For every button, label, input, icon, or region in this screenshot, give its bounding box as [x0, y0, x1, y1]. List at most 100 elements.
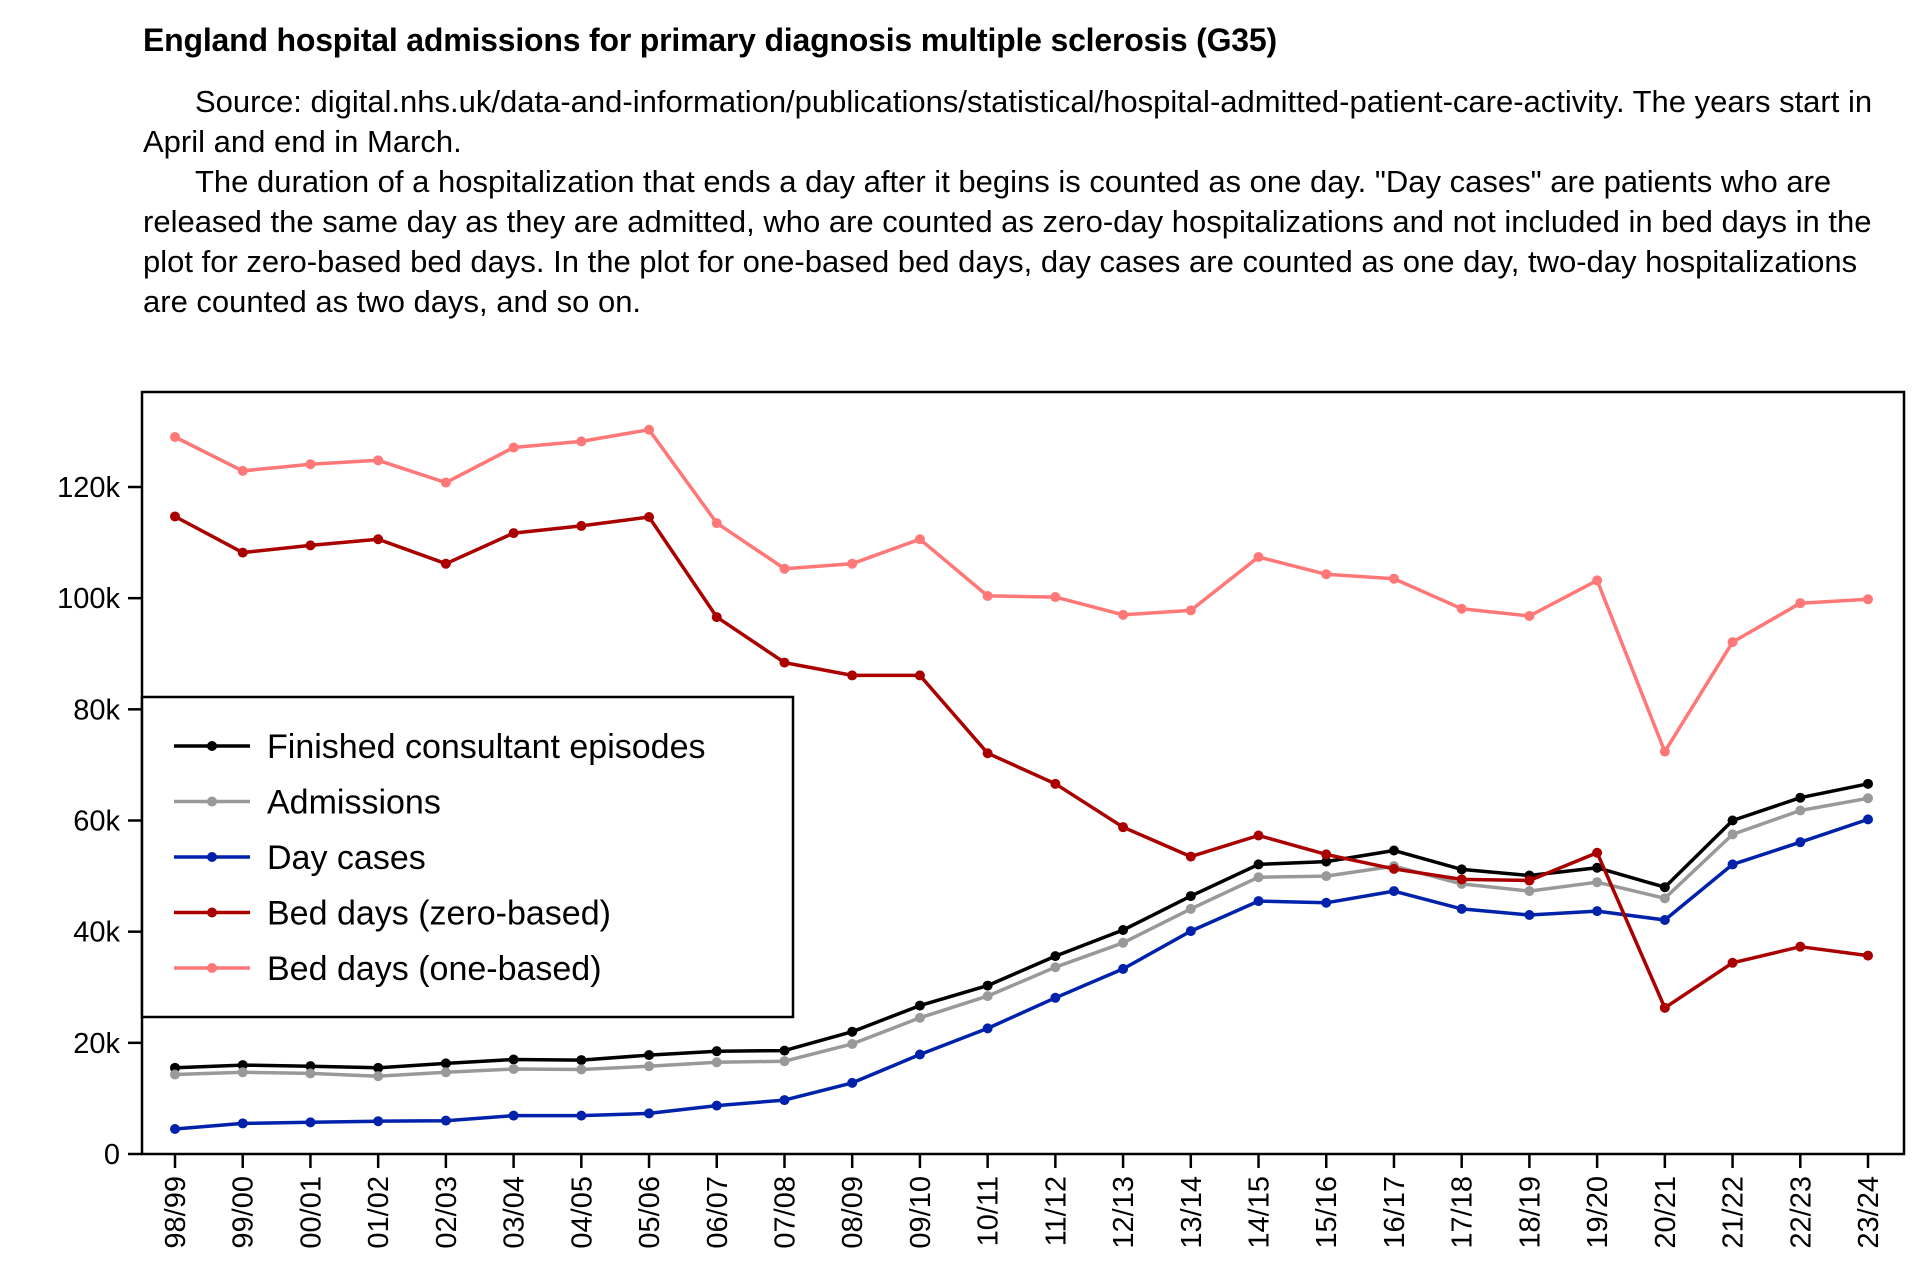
x-tick-label: 99/00 — [228, 1176, 260, 1249]
data-point-day-cases — [847, 1077, 858, 1088]
data-point-bed-days-one-based — [1795, 598, 1806, 609]
x-tick-label: 98/99 — [160, 1176, 192, 1249]
data-point-day-cases — [440, 1115, 451, 1126]
data-point-bed-days-one-based — [847, 558, 858, 569]
data-point-day-cases — [1321, 897, 1332, 908]
x-tick-label: 17/18 — [1447, 1176, 1479, 1249]
data-point-finished-consultant-episodes — [711, 1046, 722, 1057]
x-tick-label: 21/22 — [1718, 1176, 1750, 1249]
data-point-admissions — [1185, 903, 1196, 914]
data-point-day-cases — [711, 1100, 722, 1111]
data-point-bed-days-zero-based — [1253, 830, 1264, 841]
x-tick-label: 16/17 — [1379, 1176, 1411, 1249]
data-point-finished-consultant-episodes — [305, 1061, 316, 1072]
y-tick-label: 100k — [57, 583, 120, 615]
data-point-admissions — [305, 1068, 316, 1079]
x-tick-label: 22/23 — [1785, 1176, 1817, 1249]
x-tick-label: 05/06 — [634, 1176, 666, 1249]
y-tick-label: 60k — [73, 806, 120, 838]
series-line-day-cases — [174, 817, 1869, 1131]
data-point-bed-days-one-based — [1456, 603, 1467, 614]
legend-swatch-point — [207, 963, 217, 973]
data-point-bed-days-one-based — [508, 442, 519, 453]
legend-label: Bed days (zero-based) — [267, 895, 611, 933]
data-point-bed-days-zero-based — [1795, 941, 1806, 952]
data-point-finished-consultant-episodes — [1795, 792, 1806, 803]
data-point-bed-days-zero-based — [1118, 822, 1129, 833]
series-bed-days-zero-based — [170, 511, 1873, 1013]
data-point-bed-days-one-based — [1253, 552, 1264, 563]
data-point-day-cases — [373, 1116, 384, 1127]
data-point-day-cases — [1185, 926, 1196, 937]
legend-item-day-cases: Day cases — [174, 839, 426, 877]
data-point-finished-consultant-episodes — [1659, 882, 1670, 893]
data-point-bed-days-zero-based — [711, 612, 722, 623]
data-point-admissions — [1592, 877, 1603, 888]
data-point-bed-days-one-based — [440, 477, 451, 488]
data-point-day-cases — [237, 1118, 248, 1129]
data-point-finished-consultant-episodes — [1863, 778, 1873, 789]
data-point-bed-days-zero-based — [440, 558, 451, 569]
data-point-bed-days-zero-based — [576, 520, 587, 531]
data-point-bed-days-zero-based — [508, 528, 519, 539]
legend-swatch-point — [207, 741, 217, 751]
data-point-finished-consultant-episodes — [1592, 862, 1603, 873]
data-point-finished-consultant-episodes — [1118, 924, 1129, 935]
data-point-bed-days-one-based — [305, 459, 316, 470]
data-point-admissions — [711, 1057, 722, 1068]
y-tick-label: 40k — [73, 917, 120, 949]
data-point-finished-consultant-episodes — [1185, 891, 1196, 902]
data-point-day-cases — [1050, 992, 1061, 1003]
data-point-admissions — [1863, 793, 1873, 804]
data-point-finished-consultant-episodes — [914, 1000, 925, 1011]
subtitle-definition-paragraph: The duration of a hospitalization that e… — [143, 164, 1872, 319]
data-point-day-cases — [1795, 837, 1806, 848]
data-point-bed-days-one-based — [982, 590, 993, 601]
data-point-bed-days-one-based — [644, 424, 655, 435]
x-tick-label: 19/20 — [1582, 1176, 1614, 1249]
data-point-admissions — [1659, 893, 1670, 904]
series-admissions — [170, 793, 1873, 1082]
data-point-day-cases — [170, 1123, 180, 1134]
legend-item-admissions: Admissions — [174, 784, 441, 822]
data-point-finished-consultant-episodes — [237, 1060, 248, 1071]
data-point-admissions — [1795, 805, 1806, 816]
legend-label: Admissions — [267, 784, 441, 822]
legend-label: Bed days (one-based) — [267, 950, 602, 988]
data-point-bed-days-one-based — [170, 431, 180, 442]
data-point-finished-consultant-episodes — [1388, 845, 1399, 856]
data-point-day-cases — [982, 1023, 993, 1034]
data-point-bed-days-zero-based — [170, 511, 180, 522]
x-tick-label: 01/02 — [363, 1176, 395, 1249]
data-point-admissions — [914, 1012, 925, 1023]
legend-label: Finished consultant episodes — [267, 728, 706, 766]
data-point-day-cases — [1388, 886, 1399, 897]
x-tick-label: 09/10 — [905, 1176, 937, 1249]
y-axis: 0 20k 40k 60k 80k 100k 120k — [57, 472, 142, 1171]
x-tick-label: 18/19 — [1514, 1176, 1546, 1249]
data-point-bed-days-one-based — [1592, 575, 1603, 586]
data-point-bed-days-one-based — [1727, 637, 1738, 648]
data-point-bed-days-one-based — [1118, 609, 1129, 620]
y-tick-label: 120k — [57, 472, 120, 504]
y-tick-label: 80k — [73, 694, 120, 726]
data-point-finished-consultant-episodes — [1321, 856, 1332, 867]
legend-swatch-point — [207, 907, 217, 918]
data-point-day-cases — [305, 1117, 316, 1128]
data-point-bed-days-zero-based — [847, 670, 858, 681]
data-point-day-cases — [1592, 906, 1603, 917]
data-point-finished-consultant-episodes — [508, 1054, 519, 1065]
data-point-bed-days-zero-based — [1050, 778, 1061, 789]
data-point-bed-days-zero-based — [237, 547, 248, 558]
data-point-bed-days-one-based — [1524, 610, 1535, 621]
data-point-bed-days-zero-based — [373, 534, 384, 545]
data-point-admissions — [847, 1038, 858, 1049]
data-point-admissions — [644, 1061, 655, 1072]
legend-item-bed-days-zero-based: Bed days (zero-based) — [174, 895, 611, 933]
x-tick-label: 14/15 — [1244, 1176, 1276, 1249]
data-point-day-cases — [779, 1095, 790, 1106]
legend-label: Day cases — [267, 839, 426, 877]
data-point-admissions — [1321, 871, 1332, 882]
data-point-bed-days-one-based — [237, 465, 248, 476]
